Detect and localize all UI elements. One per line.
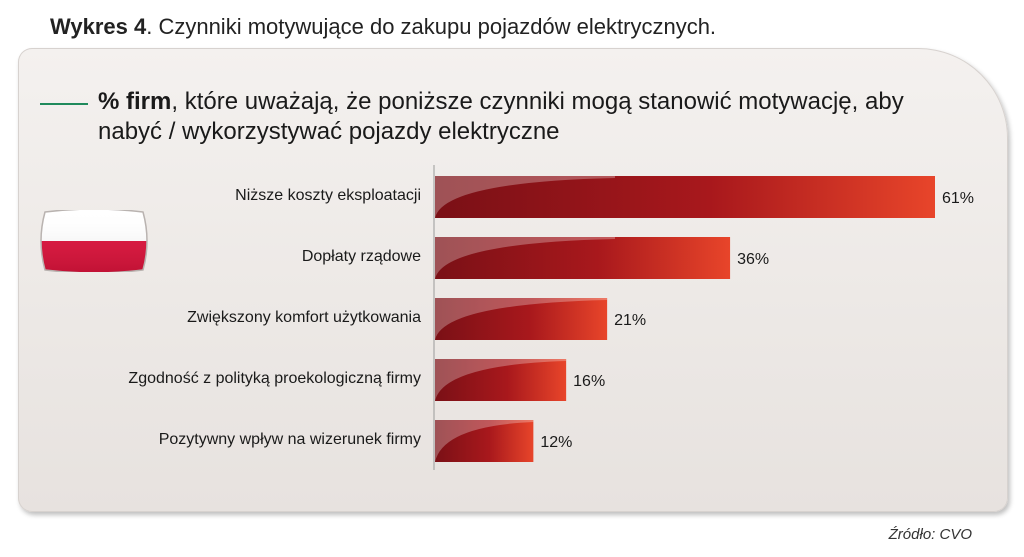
figure-title: Wykres 4. Czynniki motywujące do zakupu …: [50, 14, 716, 40]
poland-flag-icon: [40, 210, 148, 272]
heading-accent-line: [40, 103, 88, 105]
data-label: 61%: [942, 190, 974, 207]
bar-highlight: [435, 176, 615, 218]
bar-highlight: [435, 420, 534, 462]
figure-title-text: . Czynniki motywujące do zakupu pojazdów…: [146, 14, 717, 39]
chart-heading-text: , które uważają, że poniższe czynniki mo…: [98, 88, 904, 145]
bar-highlight: [435, 237, 615, 279]
source-note: Źródło: CVO: [888, 526, 972, 543]
data-label: 21%: [614, 312, 646, 329]
category-label: Zgodność z polityką proekologiczną firmy: [128, 370, 421, 387]
bar: [435, 359, 567, 401]
chart-heading: % firm, które uważają, że poniższe czynn…: [98, 87, 918, 147]
category-label: Zwiększony komfort użytkowania: [187, 309, 421, 326]
bar: [435, 237, 731, 279]
category-label: Pozytywny wpływ na wizerunek firmy: [158, 431, 421, 448]
bar: [435, 176, 935, 218]
category-label: Dopłaty rządowe: [301, 248, 421, 265]
bar-highlight: [435, 298, 608, 340]
data-label: 36%: [737, 251, 769, 268]
bar-highlight: [435, 359, 567, 401]
bar: [435, 298, 608, 340]
chart-heading-bold: % firm: [98, 88, 172, 115]
category-label: Niższe koszty eksploatacji: [235, 187, 421, 204]
data-label: 16%: [573, 373, 605, 390]
bar: [435, 420, 534, 462]
data-label: 12%: [540, 434, 572, 451]
figure-title-number: Wykres 4: [50, 14, 147, 39]
